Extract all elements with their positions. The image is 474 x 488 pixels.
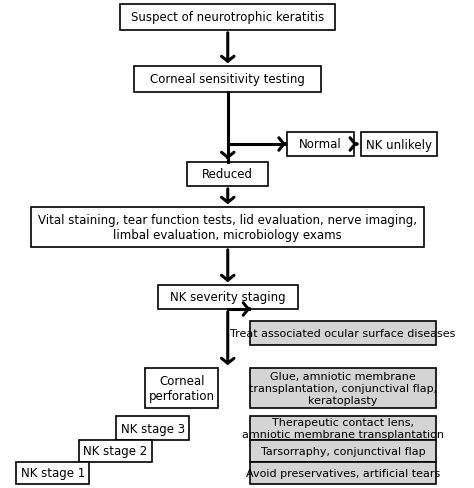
Bar xyxy=(361,133,438,157)
Text: Corneal sensitivity testing: Corneal sensitivity testing xyxy=(150,73,305,86)
Bar xyxy=(287,133,354,157)
Text: Glue, amniotic membrane
transplantation, conjunctival flap,
keratoplasty: Glue, amniotic membrane transplantation,… xyxy=(249,372,437,405)
Bar xyxy=(157,285,298,309)
Text: Therapeutic contact lens,
amniotic membrane transplantation: Therapeutic contact lens, amniotic membr… xyxy=(242,417,444,439)
Text: Tarsorraphy, conjunctival flap: Tarsorraphy, conjunctival flap xyxy=(261,446,425,456)
Bar xyxy=(250,368,436,408)
Text: Vital staining, tear function tests, lid evaluation, nerve imaging,
limbal evalu: Vital staining, tear function tests, lid… xyxy=(38,214,417,242)
Text: Corneal
perforation: Corneal perforation xyxy=(149,374,215,402)
Text: Avoid preservatives, artificial tears: Avoid preservatives, artificial tears xyxy=(246,468,440,478)
Text: NK stage 1: NK stage 1 xyxy=(20,467,85,480)
Bar xyxy=(250,440,436,462)
Text: Treat associated ocular surface diseases: Treat associated ocular surface diseases xyxy=(230,328,456,338)
Text: NK unlikely: NK unlikely xyxy=(366,138,432,151)
Bar xyxy=(116,416,189,440)
Bar xyxy=(250,321,436,346)
Bar xyxy=(188,163,268,186)
Text: NK stage 3: NK stage 3 xyxy=(121,422,185,435)
Text: NK stage 2: NK stage 2 xyxy=(83,445,147,458)
Bar xyxy=(16,462,89,484)
Bar xyxy=(120,5,336,31)
Text: NK severity staging: NK severity staging xyxy=(170,291,285,304)
Bar xyxy=(31,207,424,247)
Bar xyxy=(250,462,436,484)
Text: Reduced: Reduced xyxy=(202,168,253,181)
Bar xyxy=(79,440,152,462)
Text: Suspect of neurotrophic keratitis: Suspect of neurotrophic keratitis xyxy=(131,12,324,24)
Bar xyxy=(250,416,436,440)
Bar xyxy=(134,67,321,93)
Bar xyxy=(146,368,219,408)
Text: Normal: Normal xyxy=(299,138,342,151)
